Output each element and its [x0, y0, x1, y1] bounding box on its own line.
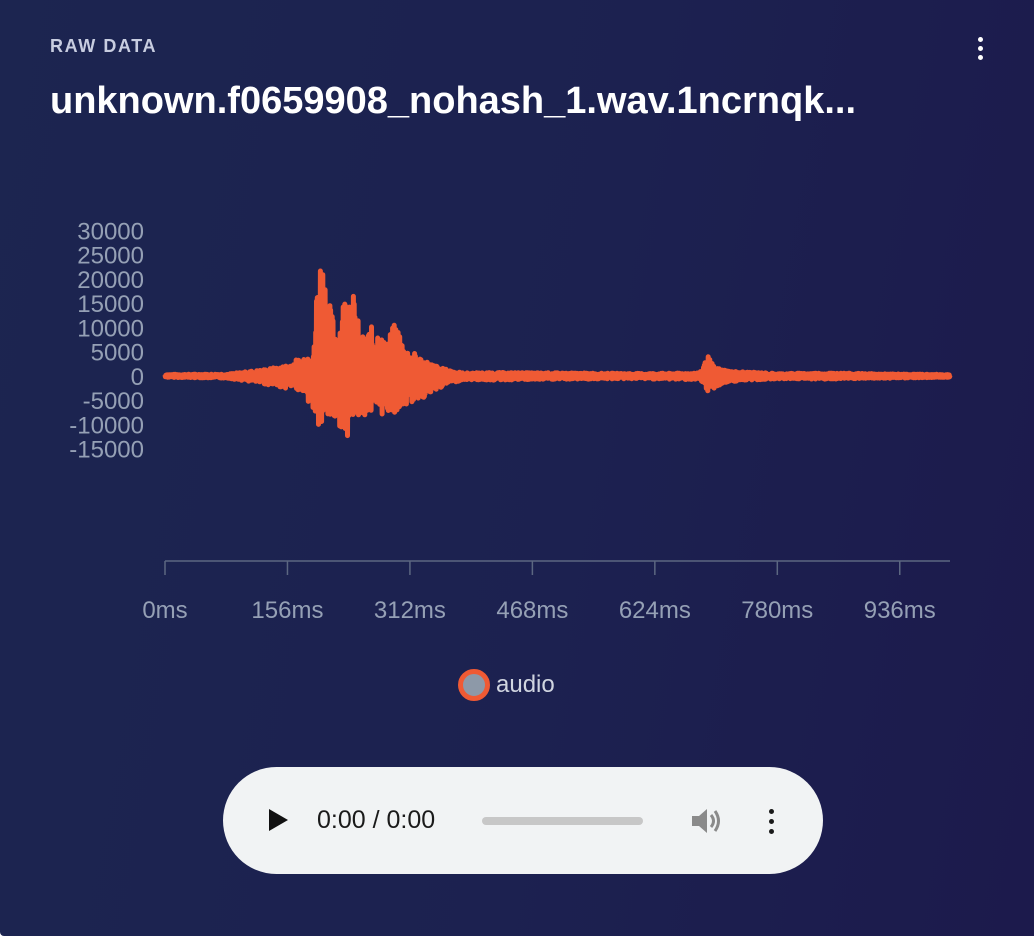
play-icon[interactable]	[263, 805, 293, 835]
audio-series	[162, 268, 953, 439]
raw-data-chart: 300002500020000150001000050000-5000-1000…	[69, 219, 953, 624]
y-axis-tick-labels: 300002500020000150001000050000-5000-1000…	[69, 219, 144, 464]
y-tick-label: 25000	[77, 243, 144, 270]
y-tick-label: 30000	[77, 219, 144, 246]
audio-player: 0:00 / 0:00	[223, 767, 823, 874]
y-tick-label: 10000	[77, 315, 144, 342]
y-tick-label: 0	[131, 364, 144, 391]
section-label: RAW DATA	[50, 36, 158, 56]
legend-marker	[458, 669, 490, 701]
x-tick-label: 936ms	[864, 597, 936, 624]
y-tick-label: -15000	[69, 437, 144, 464]
y-tick-label: -10000	[69, 412, 144, 439]
x-tick-label: 156ms	[251, 597, 323, 624]
volume-icon[interactable]	[689, 805, 725, 837]
y-tick-label: 20000	[77, 267, 144, 294]
y-tick-label: -5000	[83, 388, 144, 415]
x-axis: 0ms 156ms 312ms 468ms 624ms 780ms 936ms	[142, 560, 950, 624]
x-tick-label: 624ms	[619, 597, 691, 624]
player-more-vertical-icon[interactable]	[759, 805, 783, 837]
x-tick-label: 468ms	[496, 597, 568, 624]
x-tick-label: 0ms	[142, 597, 187, 624]
audio-waveform-line	[162, 268, 953, 439]
y-tick-label: 15000	[77, 291, 144, 318]
x-tick-label: 780ms	[741, 597, 813, 624]
y-tick-label: 5000	[91, 340, 144, 367]
legend-item-audio[interactable]: audio	[458, 662, 555, 708]
seek-bar[interactable]	[482, 817, 643, 825]
sample-title: unknown.f0659908_nohash_1.wav.1ncrnqk...	[50, 80, 857, 122]
legend-label: audio	[496, 671, 555, 698]
playback-time: 0:00 / 0:00	[317, 806, 436, 834]
x-tick-label: 312ms	[374, 597, 446, 624]
more-vertical-icon[interactable]	[966, 34, 994, 62]
